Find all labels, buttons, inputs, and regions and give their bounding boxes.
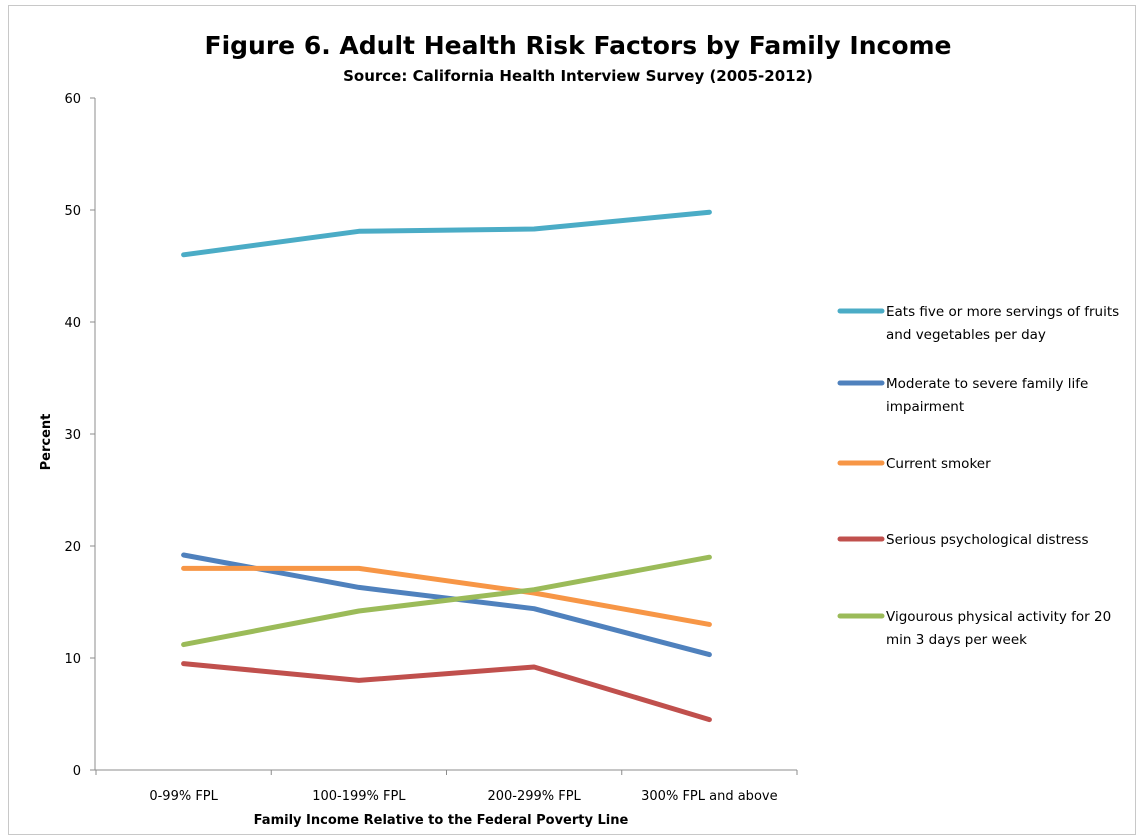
y-tick-label: 40 <box>64 316 81 331</box>
legend-label-2: impairment <box>886 399 964 415</box>
legend-label-1: and vegetables per day <box>886 327 1046 343</box>
x-tick-label: 100-199% FPL <box>312 789 406 804</box>
x-axis: 0-99% FPL 100-199% FPL 200-299% FPL 300% FP… <box>95 769 798 804</box>
y-tick-label: 50 <box>64 204 81 219</box>
series-line-1 <box>181 209 712 258</box>
legend-label-5: min 3 days per week <box>886 632 1027 648</box>
x-axis-label: Family Income Relative to the Federal Po… <box>254 813 629 828</box>
y-tick-label: 10 <box>64 652 81 667</box>
legend-label-5: Vigourous physical activity for 20 <box>886 609 1111 625</box>
legend-label-2: Moderate to severe family life <box>886 376 1088 392</box>
series-line-5 <box>181 554 712 648</box>
y-tick-label: 60 <box>64 92 81 107</box>
y-tick-label: 0 <box>73 764 81 779</box>
y-tick-label: 20 <box>64 540 81 555</box>
series-line-4 <box>181 661 712 723</box>
legend-label-4: Serious psychological distress <box>886 532 1089 548</box>
series-line-3 <box>181 565 712 627</box>
x-tick-label: 300% FPL and above <box>641 789 777 804</box>
legend-label-3: Current smoker <box>886 456 991 472</box>
legend-label-1: Eats five or more servings of fruits <box>886 304 1119 320</box>
y-axis-label: Percent <box>39 414 54 471</box>
line-chart: Figure 6. Adult Health Risk Factors by F… <box>39 31 1119 828</box>
y-axis: 0 10 20 30 40 50 60 <box>64 92 96 779</box>
y-tick-label: 30 <box>64 428 81 443</box>
series-layer <box>181 209 712 723</box>
chart-frame: Figure 6. Adult Health Risk Factors by F… <box>8 5 1136 835</box>
chart-subtitle: Source: California Health Interview Surv… <box>343 67 813 85</box>
legend: Eats five or more servings of fruits and … <box>837 304 1119 648</box>
x-tick-label: 200-299% FPL <box>487 789 581 804</box>
x-tick-label: 0-99% FPL <box>149 789 218 804</box>
chart-title: Figure 6. Adult Health Risk Factors by F… <box>205 31 952 60</box>
